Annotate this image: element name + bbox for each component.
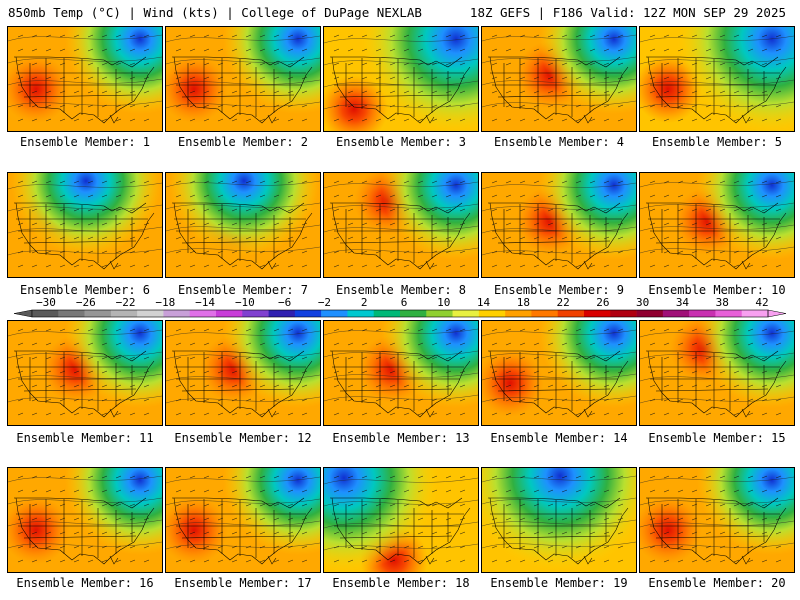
member-map-18 [323,467,479,573]
member-label: Ensemble Member: 11 [16,431,154,445]
colorbar-swatch [505,310,532,317]
member-map-4 [481,26,637,132]
valid-time: 18Z GEFS | F186 Valid: 12Z MON SEP 29 20… [469,5,786,20]
colorbar-over-arrow [767,309,787,318]
member-map-6 [7,172,163,278]
colorbar-swatch [268,310,296,317]
colorbar-swatch [557,310,585,317]
temperature-colorbar: −30 −26 −22 −18 −14 −10 −6 −2 2 6 10 14 18 22 26 30 34 38… [13,296,787,318]
member-label: Ensemble Member: 1 [19,135,151,149]
member-map-13 [323,320,479,426]
colorbar-tick-label: −14 [195,296,215,309]
member-map-8 [323,172,479,278]
member-label: Ensemble Member: 16 [16,576,154,590]
colorbar-tick-label: 10 [437,296,450,309]
colorbar-swatch [426,310,453,317]
colorbar-under-arrow [13,309,33,318]
colorbar-swatch [110,310,138,317]
colorbar-tick-label: 6 [401,296,408,309]
colorbar-swatch [137,310,164,317]
colorbar-tick-label: −2 [318,296,331,309]
colorbar-swatch [294,310,322,317]
colorbar-tick-label: 2 [361,296,368,309]
colorbar-swatch [400,310,427,317]
member-label: Ensemble Member: 6 [19,283,151,297]
colorbar-swatch [189,310,217,317]
colorbar-swatch [373,310,401,317]
colorbar-swatch [478,310,506,317]
colorbar-tick-label: 34 [676,296,690,309]
member-map-10 [639,172,795,278]
colorbar-swatch [216,310,243,317]
colorbar-swatch [636,310,664,317]
colorbar-swatch [610,310,637,317]
colorbar-swatch [715,310,743,317]
member-label: Ensemble Member: 9 [493,283,625,297]
member-label: Ensemble Member: 3 [335,135,467,149]
colorbar-tick-label: −26 [76,296,96,309]
colorbar-tick-label: −22 [116,296,136,309]
colorbar-swatch [584,310,611,317]
colorbar-tick-label: −30 [36,296,56,309]
member-map-1 [7,26,163,132]
member-label: Ensemble Member: 19 [490,576,628,590]
map-title: 850mb Temp (°C) | Wind (kts) | College o… [8,5,422,20]
member-label: Ensemble Member: 10 [648,283,786,297]
colorbar-swatch [347,310,375,317]
member-label: Ensemble Member: 20 [648,576,786,590]
member-map-2 [165,26,321,132]
colorbar-tick-label: −6 [278,296,291,309]
member-label: Ensemble Member: 18 [332,576,470,590]
member-map-5 [639,26,795,132]
member-map-19 [481,467,637,573]
member-label: Ensemble Member: 12 [174,431,312,445]
member-map-12 [165,320,321,426]
colorbar-swatch [741,310,769,317]
colorbar-tick-label: 26 [596,296,609,309]
member-map-20 [639,467,795,573]
colorbar-swatch [689,310,716,317]
member-label: Ensemble Member: 15 [648,431,786,445]
colorbar-tick-label: 22 [556,296,569,309]
colorbar-swatch [84,310,112,317]
colorbar-swatch [163,310,191,317]
colorbar-tick-label: 38 [716,296,729,309]
colorbar-tick-label: 30 [636,296,649,309]
member-map-15 [639,320,795,426]
member-label: Ensemble Member: 13 [332,431,470,445]
colorbar-swatch [321,310,348,317]
member-label: Ensemble Member: 5 [651,135,783,149]
colorbar-swatch [531,310,559,317]
colorbar-tick-label: −10 [235,296,255,309]
colorbar-swatch [452,310,480,317]
member-map-7 [165,172,321,278]
colorbar-tick-label: 18 [517,296,530,309]
member-label: Ensemble Member: 14 [490,431,628,445]
member-label: Ensemble Member: 17 [174,576,312,590]
colorbar-swatch [242,310,269,317]
member-label: Ensemble Member: 2 [177,135,309,149]
member-map-14 [481,320,637,426]
member-label: Ensemble Member: 8 [335,283,467,297]
colorbar-tick-label: 42 [755,296,768,309]
colorbar-swatch [662,310,690,317]
colorbar-swatch [32,310,59,317]
member-map-9 [481,172,637,278]
member-map-16 [7,467,163,573]
colorbar-tick-label: −18 [155,296,175,309]
member-label: Ensemble Member: 7 [177,283,309,297]
member-map-11 [7,320,163,426]
member-map-17 [165,467,321,573]
member-label: Ensemble Member: 4 [493,135,625,149]
colorbar-swatch [58,310,85,317]
colorbar-tick-label: 14 [477,296,491,309]
member-map-3 [323,26,479,132]
